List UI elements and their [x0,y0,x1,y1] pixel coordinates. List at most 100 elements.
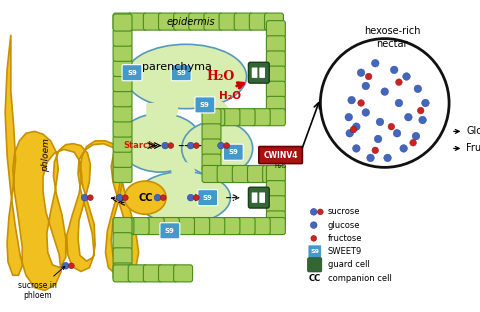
Ellipse shape [150,100,179,121]
FancyBboxPatch shape [266,96,285,113]
FancyBboxPatch shape [232,165,251,183]
Circle shape [311,208,317,215]
Text: nectar: nectar [376,39,408,49]
Text: H₂O: H₂O [275,164,287,169]
FancyBboxPatch shape [308,258,322,272]
FancyBboxPatch shape [113,44,132,61]
FancyBboxPatch shape [128,265,147,282]
FancyBboxPatch shape [171,65,191,81]
Text: sucrose: sucrose [328,207,360,216]
Circle shape [162,142,168,149]
Circle shape [193,143,199,149]
FancyBboxPatch shape [251,109,270,126]
FancyBboxPatch shape [250,13,268,30]
Circle shape [217,142,224,149]
FancyBboxPatch shape [115,217,134,235]
FancyBboxPatch shape [113,217,132,235]
Text: S9: S9 [165,228,175,234]
FancyBboxPatch shape [158,13,178,30]
FancyBboxPatch shape [113,105,132,122]
Text: S9: S9 [127,70,137,76]
Text: H₂O: H₂O [207,70,235,83]
Circle shape [348,96,355,104]
Circle shape [350,126,357,133]
FancyBboxPatch shape [128,13,147,30]
FancyBboxPatch shape [263,165,282,183]
Circle shape [419,116,426,124]
Circle shape [367,154,374,162]
FancyBboxPatch shape [266,217,285,235]
FancyBboxPatch shape [249,187,269,208]
Text: companion cell: companion cell [328,274,392,283]
FancyBboxPatch shape [266,196,285,213]
FancyBboxPatch shape [144,265,162,282]
Text: S9: S9 [176,70,186,76]
FancyBboxPatch shape [145,217,164,235]
Circle shape [374,135,382,143]
FancyBboxPatch shape [113,120,132,137]
FancyBboxPatch shape [217,165,236,183]
FancyBboxPatch shape [144,13,162,30]
FancyBboxPatch shape [264,13,284,30]
Text: H₂O: H₂O [219,91,241,101]
Circle shape [193,195,199,201]
FancyBboxPatch shape [113,13,132,30]
FancyBboxPatch shape [191,217,210,235]
FancyBboxPatch shape [158,265,178,282]
FancyBboxPatch shape [251,217,270,235]
Circle shape [388,123,395,130]
Circle shape [318,209,323,215]
Circle shape [365,73,372,80]
Circle shape [390,66,398,74]
Circle shape [396,79,402,85]
FancyBboxPatch shape [252,67,257,78]
Text: S9: S9 [310,249,319,254]
Circle shape [345,113,352,121]
FancyBboxPatch shape [146,103,169,122]
Circle shape [381,88,388,95]
FancyBboxPatch shape [259,193,265,203]
Text: parenchyma: parenchyma [142,62,211,72]
Circle shape [224,143,229,149]
Circle shape [405,113,412,121]
Text: SWEET9: SWEET9 [328,247,362,256]
Circle shape [82,194,88,201]
Text: Fru: Fru [454,144,480,154]
Text: epidermis: epidermis [167,17,215,27]
Circle shape [357,69,365,76]
Circle shape [418,107,424,114]
FancyBboxPatch shape [122,65,142,81]
Text: glucose: glucose [328,221,360,230]
Circle shape [154,194,161,201]
Text: S9: S9 [200,102,210,108]
Circle shape [352,145,360,152]
Text: S9: S9 [203,195,213,201]
Text: hexose-rich: hexose-rich [364,26,420,36]
Ellipse shape [182,121,252,176]
FancyBboxPatch shape [130,217,149,235]
Text: phloem: phloem [41,138,51,172]
Circle shape [414,85,421,93]
Ellipse shape [171,162,195,181]
FancyBboxPatch shape [221,109,240,126]
FancyBboxPatch shape [113,29,132,46]
FancyBboxPatch shape [113,60,132,76]
FancyBboxPatch shape [223,144,243,160]
Ellipse shape [119,113,202,172]
FancyBboxPatch shape [198,190,217,206]
FancyBboxPatch shape [308,245,321,258]
FancyBboxPatch shape [219,13,238,30]
Circle shape [372,60,379,67]
Circle shape [372,147,379,154]
Circle shape [362,82,370,90]
Circle shape [160,195,166,201]
FancyBboxPatch shape [236,109,255,126]
FancyBboxPatch shape [266,51,285,68]
Circle shape [403,73,410,80]
Text: guard cell: guard cell [328,260,370,269]
FancyBboxPatch shape [202,165,221,183]
FancyBboxPatch shape [160,217,180,235]
FancyBboxPatch shape [206,217,225,235]
FancyBboxPatch shape [202,139,221,156]
FancyBboxPatch shape [113,265,132,282]
